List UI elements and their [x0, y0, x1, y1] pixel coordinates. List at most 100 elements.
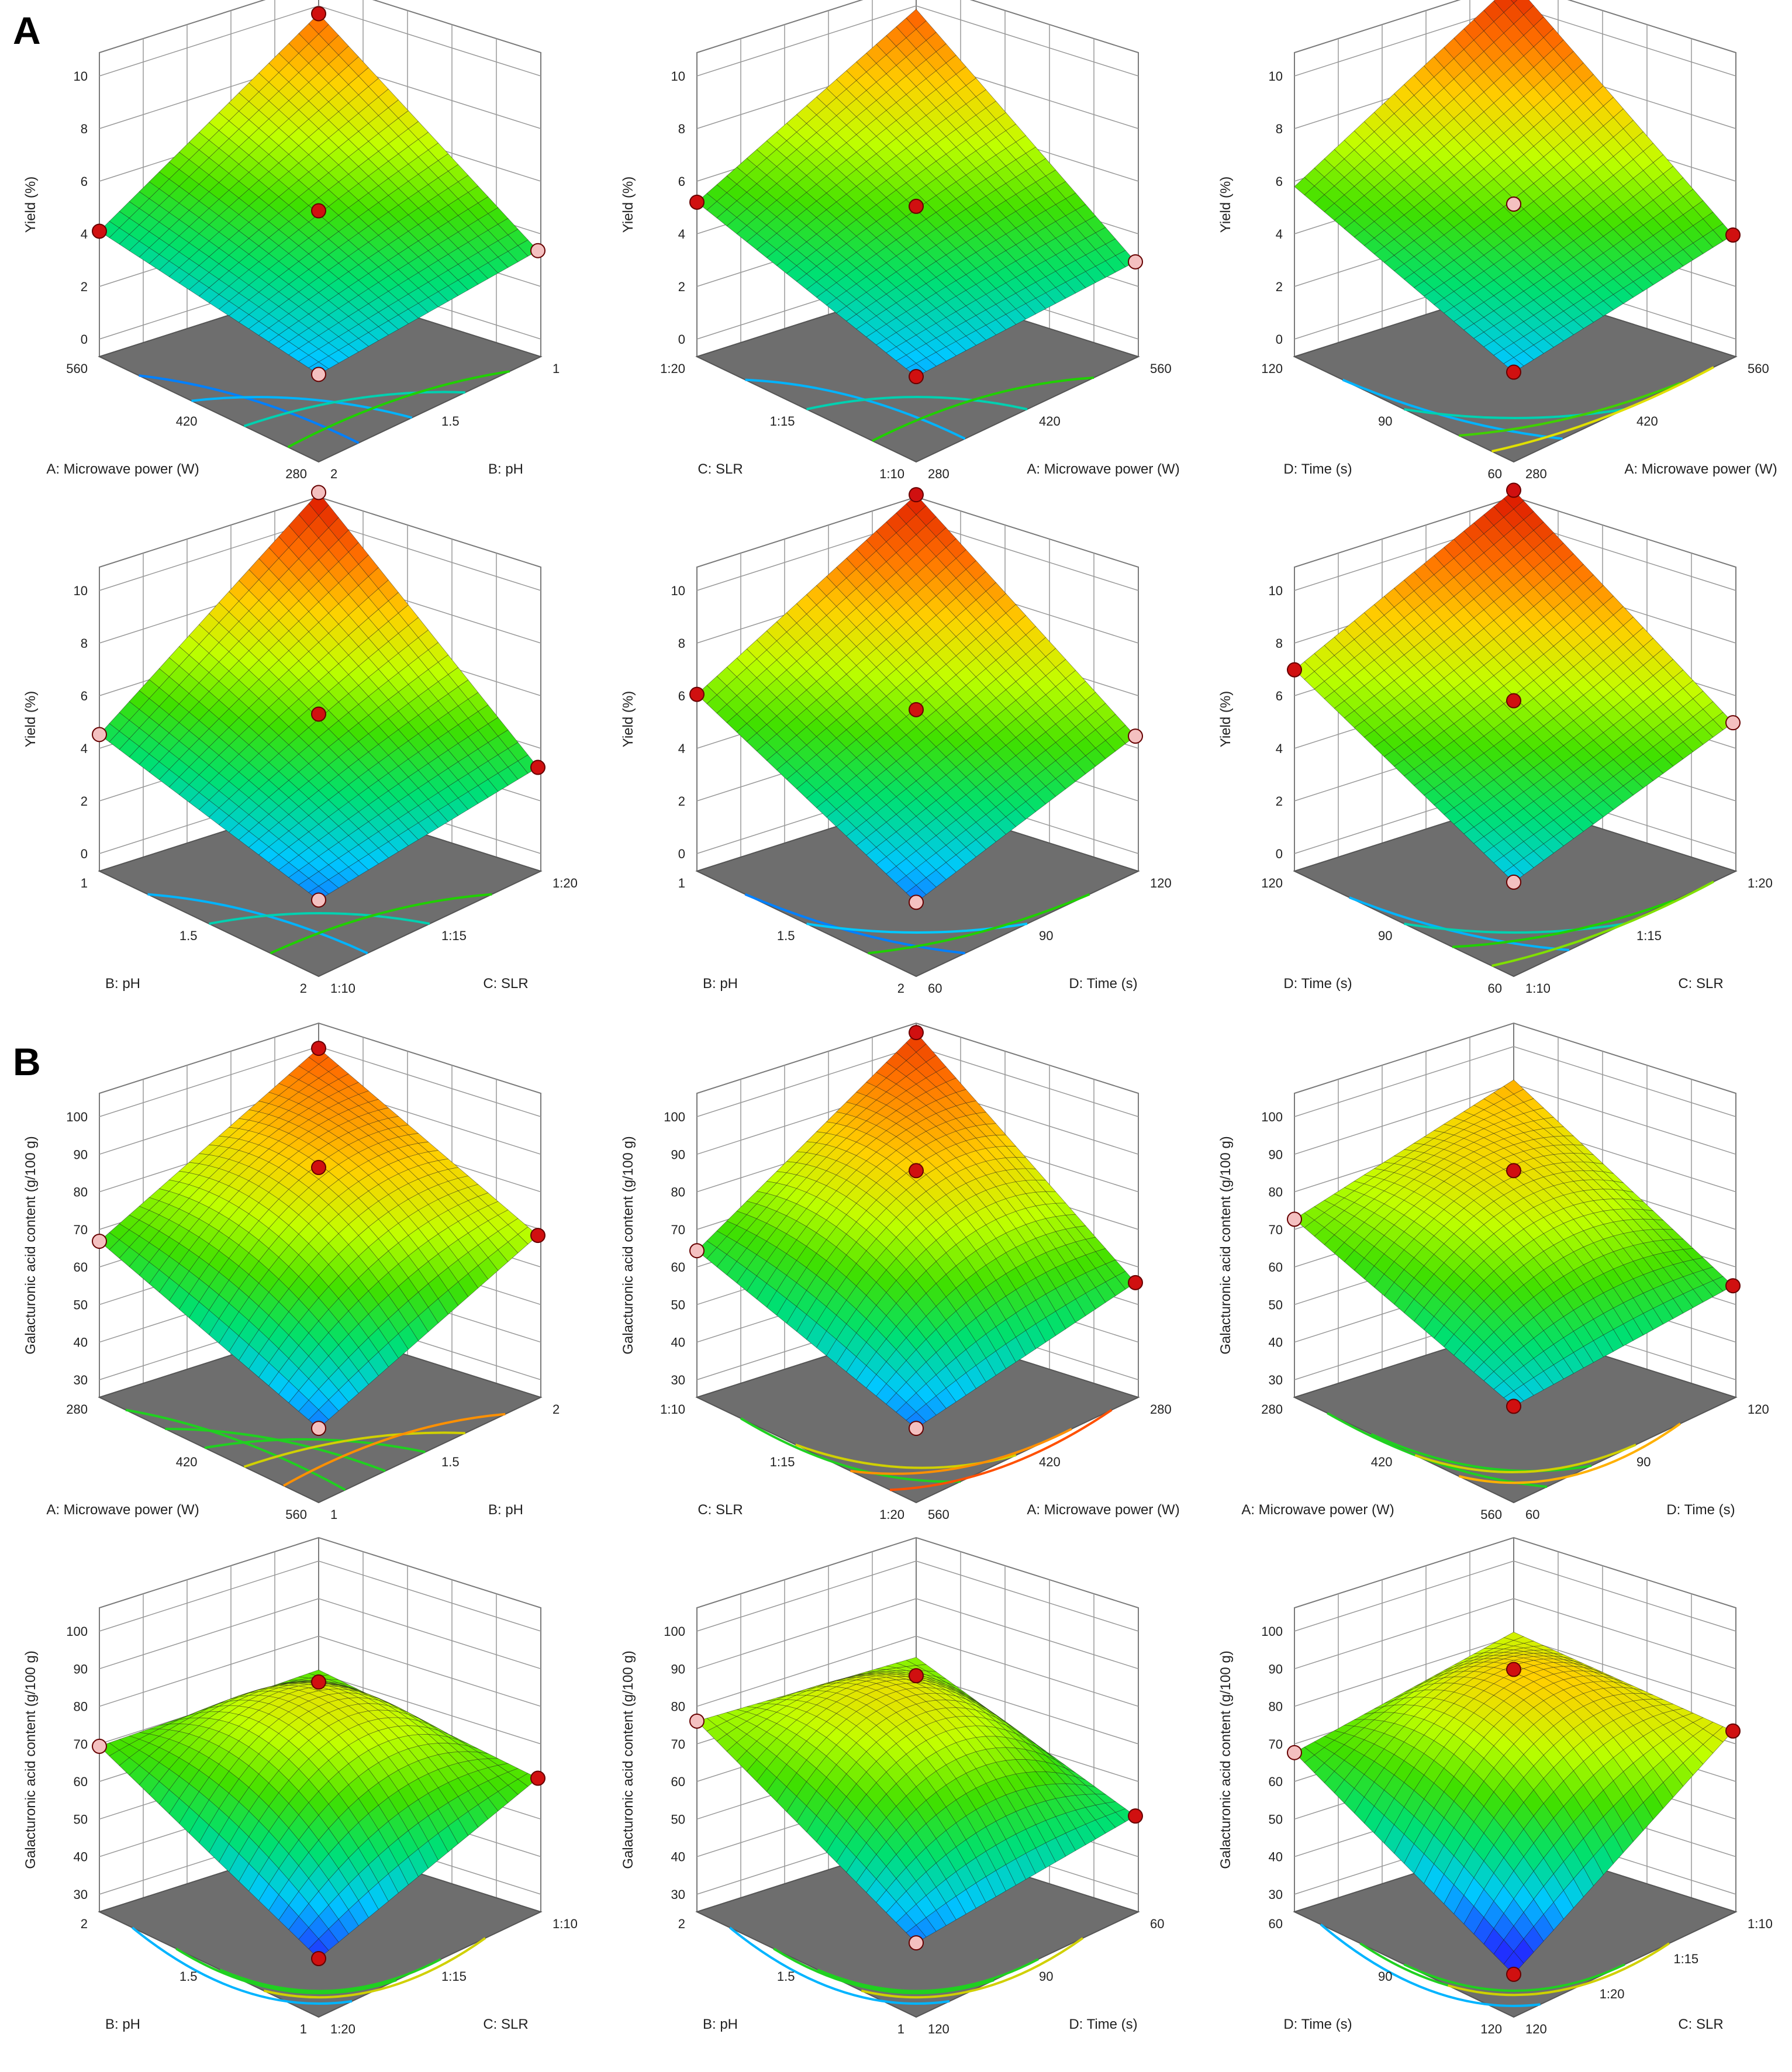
- y-axis-label: Galacturonic acid content (g/100 g): [620, 1136, 636, 1355]
- x-tick-label: 90: [1378, 928, 1392, 943]
- wall-gridline: [99, 5, 541, 77]
- y-tick-label: 8: [1276, 122, 1283, 136]
- contour-line: [139, 374, 360, 444]
- z-tick-label: 1:20: [553, 876, 578, 890]
- y-tick-label: 70: [1269, 1223, 1283, 1237]
- y-tick-label: 60: [671, 1260, 685, 1275]
- contour-line: [287, 370, 510, 448]
- design-point: [311, 1159, 326, 1175]
- z-axis-label: C: SLR: [1678, 976, 1723, 992]
- y-tick-label: 40: [1269, 1335, 1283, 1350]
- x-axis-label: A: Microwave power (W): [46, 461, 199, 477]
- y-tick-label: 8: [678, 122, 685, 136]
- x-tick-label: 1:15: [770, 1455, 795, 1469]
- y-tick-label: 8: [678, 636, 685, 651]
- design-point: [311, 6, 326, 22]
- y-tick-label: 2: [81, 794, 88, 809]
- y-tick-label: 4: [1276, 227, 1283, 241]
- x-tick-label: 1.5: [179, 928, 198, 943]
- z-tick-label: 280: [928, 467, 949, 481]
- y-tick-label: 10: [1269, 583, 1283, 598]
- y-tick-label: 90: [74, 1147, 88, 1162]
- response-surface: [99, 492, 538, 900]
- design-point: [689, 1243, 705, 1259]
- z-tick-label: 1: [330, 1507, 337, 1522]
- box-outline: [696, 0, 1139, 357]
- design-point: [1725, 1278, 1741, 1294]
- z-tick-label: 120: [1748, 1402, 1769, 1417]
- response-surface: [696, 494, 1136, 903]
- design-point: [1128, 254, 1143, 270]
- design-point: [311, 1041, 326, 1056]
- contour-line: [872, 377, 1094, 442]
- design-point: [689, 686, 705, 702]
- response-surface: [99, 13, 538, 375]
- y-tick-label: 6: [1276, 174, 1283, 189]
- z-tick-label: 560: [928, 1507, 949, 1522]
- x-tick-label: 1:10: [660, 1402, 685, 1417]
- x-axis-label: C: SLR: [698, 461, 743, 477]
- contour-line: [1459, 382, 1681, 437]
- design-point: [1725, 227, 1741, 243]
- design-point: [1128, 728, 1143, 744]
- z-axis-label: B: pH: [488, 461, 523, 477]
- response-surface: [1294, 1079, 1734, 1407]
- response-surface: [1294, 490, 1734, 883]
- z-axis-label: D: Time (s): [1069, 976, 1137, 992]
- x-tick-label: 420: [1371, 1455, 1393, 1469]
- z-axis-label: A: Microwave power (W): [1027, 1502, 1179, 1518]
- surface-facet: [1510, 0, 1518, 4]
- z-tick-label: 1.5: [441, 1455, 460, 1469]
- contour-line: [1404, 408, 1625, 419]
- contour-line: [806, 396, 1028, 410]
- y-tick-label: 80: [1269, 1185, 1283, 1200]
- y-tick-label: 2: [1276, 794, 1283, 809]
- wall-gridline: [696, 5, 1139, 77]
- y-tick-label: 4: [81, 741, 88, 756]
- y-tick-label: 30: [74, 1373, 88, 1387]
- design-point: [1506, 874, 1521, 890]
- y-tick-label: 100: [66, 1110, 88, 1124]
- design-point: [909, 702, 924, 717]
- z-tick-label: 560: [1150, 361, 1172, 376]
- contour-line: [209, 912, 430, 925]
- contour-line: [243, 391, 465, 427]
- x-axis-label: A: Microwave power (W): [46, 1502, 199, 1518]
- design-point: [1128, 1275, 1143, 1290]
- design-point: [909, 1025, 924, 1041]
- x-axis-label: C: SLR: [698, 1502, 743, 1518]
- y-tick-label: 100: [1261, 1110, 1283, 1124]
- z-tick-label: 1:10: [1525, 981, 1551, 996]
- design-point: [909, 198, 924, 214]
- design-point: [92, 223, 107, 239]
- z-axis-label: A: Microwave power (W): [1624, 461, 1777, 477]
- y-tick-label: 4: [678, 741, 685, 756]
- contour-line: [1342, 378, 1563, 440]
- y-tick-label: 8: [81, 122, 88, 136]
- x-tick-label: 280: [1261, 1402, 1283, 1417]
- z-tick-label: 1:15: [441, 928, 467, 943]
- z-axis-label: B: pH: [488, 1502, 523, 1518]
- y-tick-label: 40: [74, 1335, 88, 1350]
- x-tick-label: 280: [285, 467, 307, 481]
- z-tick-label: 60: [928, 981, 942, 996]
- y-tick-label: 4: [81, 227, 88, 241]
- x-tick-label: 90: [1378, 414, 1392, 429]
- x-axis-label: B: pH: [703, 976, 738, 992]
- x-tick-label: 1:20: [660, 361, 685, 376]
- y-tick-label: 50: [1269, 1297, 1283, 1312]
- design-point: [1506, 364, 1521, 380]
- design-point: [311, 203, 326, 219]
- panel-label-b: B: [13, 1040, 41, 1083]
- y-tick-label: 10: [1269, 69, 1283, 84]
- response-surface: [99, 1048, 538, 1429]
- y-tick-label: 80: [671, 1185, 685, 1200]
- design-point: [1506, 196, 1521, 212]
- contour-line: [191, 396, 413, 419]
